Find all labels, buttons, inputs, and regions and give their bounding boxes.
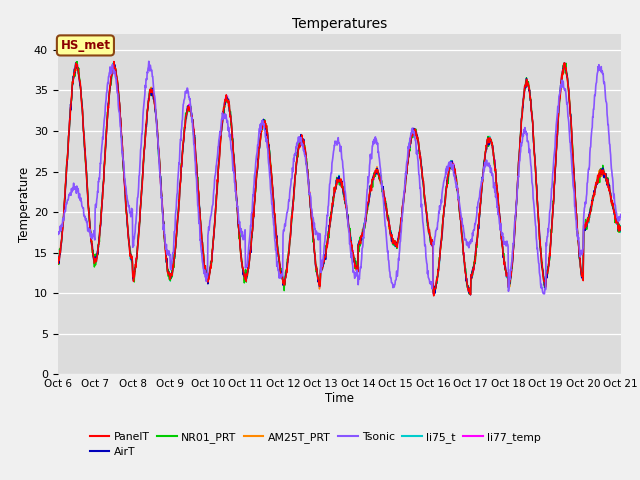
AM25T_PRT xyxy=(243,276,250,281)
li75_t xyxy=(54,256,61,262)
NR01_PRT xyxy=(551,178,559,183)
Tsonic xyxy=(500,239,508,244)
Tsonic xyxy=(540,291,548,297)
AirT xyxy=(54,252,61,258)
NR01_PRT xyxy=(243,279,250,285)
li77_temp xyxy=(54,257,61,263)
li77_temp xyxy=(427,239,435,244)
li75_t xyxy=(165,274,173,279)
AirT xyxy=(179,146,187,152)
X-axis label: Time: Time xyxy=(324,392,354,405)
Tsonic xyxy=(427,282,435,288)
li77_temp xyxy=(617,225,625,230)
Line: AirT: AirT xyxy=(58,63,621,295)
AirT xyxy=(550,183,558,189)
li77_temp xyxy=(429,291,437,297)
Tsonic xyxy=(166,252,173,258)
NR01_PRT xyxy=(427,238,435,243)
li75_t xyxy=(427,240,435,245)
AM25T_PRT xyxy=(54,255,61,261)
AirT xyxy=(467,292,474,298)
AM25T_PRT xyxy=(617,225,625,230)
AM25T_PRT xyxy=(467,291,474,297)
li77_temp xyxy=(72,60,80,65)
AM25T_PRT xyxy=(501,266,509,272)
PanelT xyxy=(110,59,118,64)
li75_t xyxy=(550,181,558,187)
Tsonic xyxy=(179,102,187,108)
NR01_PRT xyxy=(166,276,173,282)
li75_t xyxy=(617,228,625,234)
li75_t xyxy=(561,60,568,66)
Line: li75_t: li75_t xyxy=(58,63,621,294)
li77_temp xyxy=(551,180,559,186)
PanelT xyxy=(551,178,559,184)
NR01_PRT xyxy=(54,257,61,263)
Y-axis label: Temperature: Temperature xyxy=(18,167,31,241)
Line: AM25T_PRT: AM25T_PRT xyxy=(58,63,621,294)
PanelT xyxy=(501,264,509,270)
Line: NR01_PRT: NR01_PRT xyxy=(58,61,621,294)
AirT xyxy=(500,259,508,264)
NR01_PRT xyxy=(179,142,187,148)
Tsonic xyxy=(551,148,559,154)
PanelT xyxy=(54,260,61,266)
AM25T_PRT xyxy=(551,178,559,183)
li75_t xyxy=(179,149,187,155)
Legend: PanelT, AirT, NR01_PRT, AM25T_PRT, Tsonic, li75_t, li77_temp: PanelT, AirT, NR01_PRT, AM25T_PRT, Tsoni… xyxy=(86,428,545,462)
AM25T_PRT xyxy=(427,234,435,240)
PanelT xyxy=(617,227,625,233)
PanelT xyxy=(166,272,173,278)
Title: Temperatures: Temperatures xyxy=(292,17,387,31)
NR01_PRT xyxy=(465,291,473,297)
PanelT xyxy=(427,238,435,243)
li75_t xyxy=(500,261,508,267)
Tsonic xyxy=(54,232,61,238)
li77_temp xyxy=(179,143,187,148)
AirT xyxy=(242,273,250,279)
li77_temp xyxy=(243,273,250,279)
NR01_PRT xyxy=(74,59,81,64)
AirT xyxy=(561,60,568,66)
Tsonic xyxy=(617,212,625,217)
PanelT xyxy=(179,140,187,145)
NR01_PRT xyxy=(501,267,509,273)
AM25T_PRT xyxy=(179,141,187,147)
Tsonic xyxy=(145,59,152,64)
li77_temp xyxy=(166,275,173,280)
AM25T_PRT xyxy=(72,60,80,66)
Tsonic xyxy=(243,264,250,270)
AirT xyxy=(165,273,173,278)
Line: Tsonic: Tsonic xyxy=(58,61,621,294)
li75_t xyxy=(242,274,250,280)
Text: HS_met: HS_met xyxy=(60,39,111,52)
Line: PanelT: PanelT xyxy=(58,61,621,296)
AM25T_PRT xyxy=(166,272,173,277)
AirT xyxy=(617,225,625,230)
li77_temp xyxy=(501,265,509,271)
PanelT xyxy=(430,293,438,299)
li75_t xyxy=(467,291,474,297)
Line: li77_temp: li77_temp xyxy=(58,62,621,294)
NR01_PRT xyxy=(617,227,625,233)
PanelT xyxy=(243,278,250,284)
AirT xyxy=(427,237,435,243)
